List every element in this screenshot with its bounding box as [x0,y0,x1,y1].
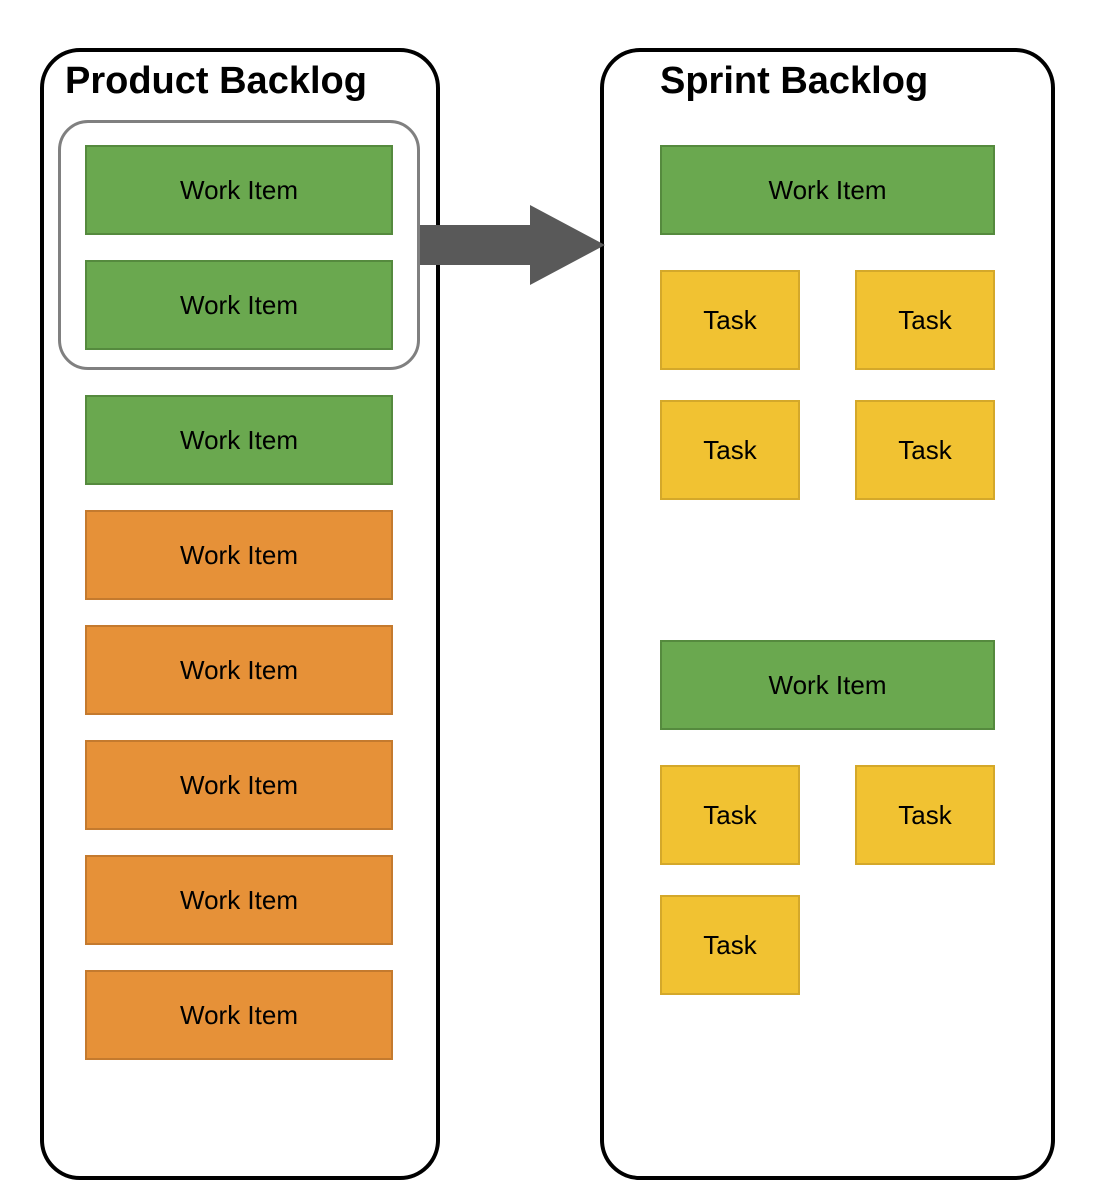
task-label: Task [898,435,951,466]
work-item: Work Item [85,510,393,600]
work-item-label: Work Item [180,770,298,801]
task: Task [660,895,800,995]
work-item: Work Item [85,260,393,350]
arrow-icon [420,200,605,290]
task-label: Task [703,930,756,961]
work-item-label: Work Item [180,885,298,916]
work-item-label: Work Item [180,425,298,456]
work-item: Work Item [85,395,393,485]
task-label: Task [703,305,756,336]
work-item-label: Work Item [769,670,887,701]
task: Task [660,270,800,370]
work-item-label: Work Item [180,1000,298,1031]
work-item: Work Item [85,145,393,235]
task-label: Task [703,800,756,831]
task: Task [660,400,800,500]
task: Task [855,400,995,500]
work-item-label: Work Item [180,540,298,571]
task-label: Task [898,800,951,831]
sprint-backlog-title: Sprint Backlog [660,60,928,103]
work-item: Work Item [85,740,393,830]
work-item: Work Item [85,625,393,715]
task-label: Task [898,305,951,336]
work-item-label: Work Item [180,175,298,206]
work-item: Work Item [85,855,393,945]
work-item-label: Work Item [180,655,298,686]
product-backlog-title: Product Backlog [65,60,367,103]
work-item-label: Work Item [769,175,887,206]
task: Task [855,765,995,865]
task: Task [855,270,995,370]
work-item-label: Work Item [180,290,298,321]
task: Task [660,765,800,865]
work-item: Work Item [660,145,995,235]
work-item: Work Item [85,970,393,1060]
work-item: Work Item [660,640,995,730]
task-label: Task [703,435,756,466]
